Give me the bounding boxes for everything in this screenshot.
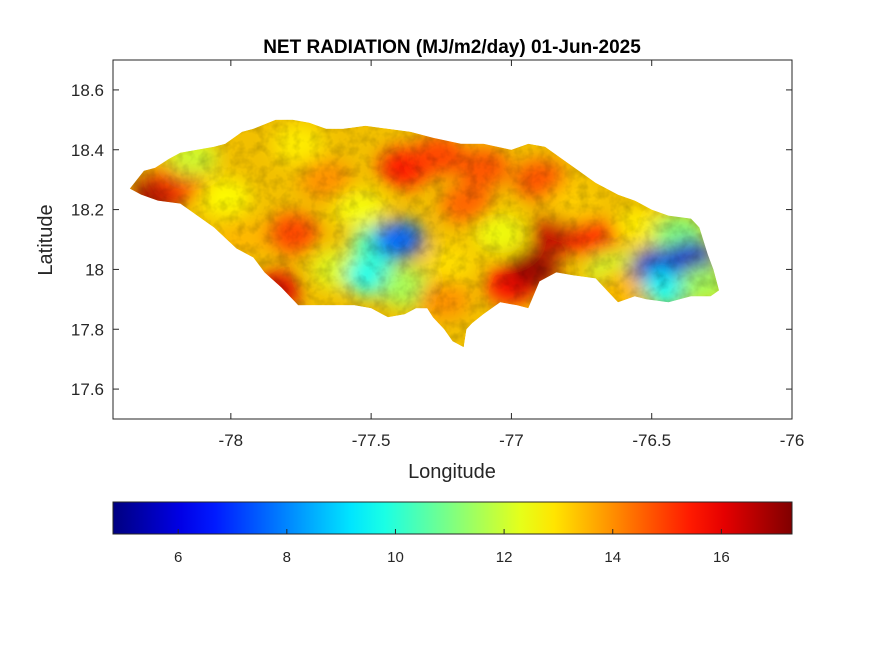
plot-area: -78 -77.5 -77 -76.5 -76 17.6 17.8 18 18.2 18.4 18…: [71, 59, 805, 450]
y-tick-label: 18.4: [71, 141, 104, 160]
colorbar-tick-label: 12: [496, 549, 513, 566]
colorbar-tick-label: 14: [604, 549, 621, 566]
y-axis-ticks: 17.6 17.8 18 18.2 18.4 18.6: [71, 81, 792, 399]
y-tick-label: 18.2: [71, 201, 104, 220]
x-tick-label: -76.5: [632, 431, 671, 450]
x-tick-label: -78: [219, 431, 244, 450]
colorbar-tick-label: 8: [283, 549, 291, 566]
colorbar-tick-label: 6: [174, 549, 182, 566]
colorbar-ticks: 6 8 10 12 14 16: [174, 529, 730, 566]
x-tick-label: -76: [780, 431, 805, 450]
axes-box: [112, 59, 793, 420]
x-tick-label: -77: [499, 431, 524, 450]
colorbar-tick-label: 10: [387, 549, 404, 566]
y-tick-label: 18: [85, 260, 104, 279]
x-axis-ticks: -78 -77.5 -77 -76.5 -76: [219, 60, 805, 450]
colorbar-tick-label: 16: [713, 549, 730, 566]
y-tick-label: 18.6: [71, 81, 104, 100]
colorbar: 6 8 10 12 14 16: [112, 501, 793, 566]
chart-title: NET RADIATION (MJ/m2/day) 01-Jun-2025: [263, 37, 641, 58]
x-axis-label: Longitude: [408, 461, 496, 483]
y-tick-label: 17.8: [71, 320, 104, 339]
colorbar-gradient: [112, 501, 793, 535]
y-axis-label: Latitude: [35, 204, 57, 275]
x-tick-label: -77.5: [352, 431, 391, 450]
y-tick-label: 17.6: [71, 380, 104, 399]
